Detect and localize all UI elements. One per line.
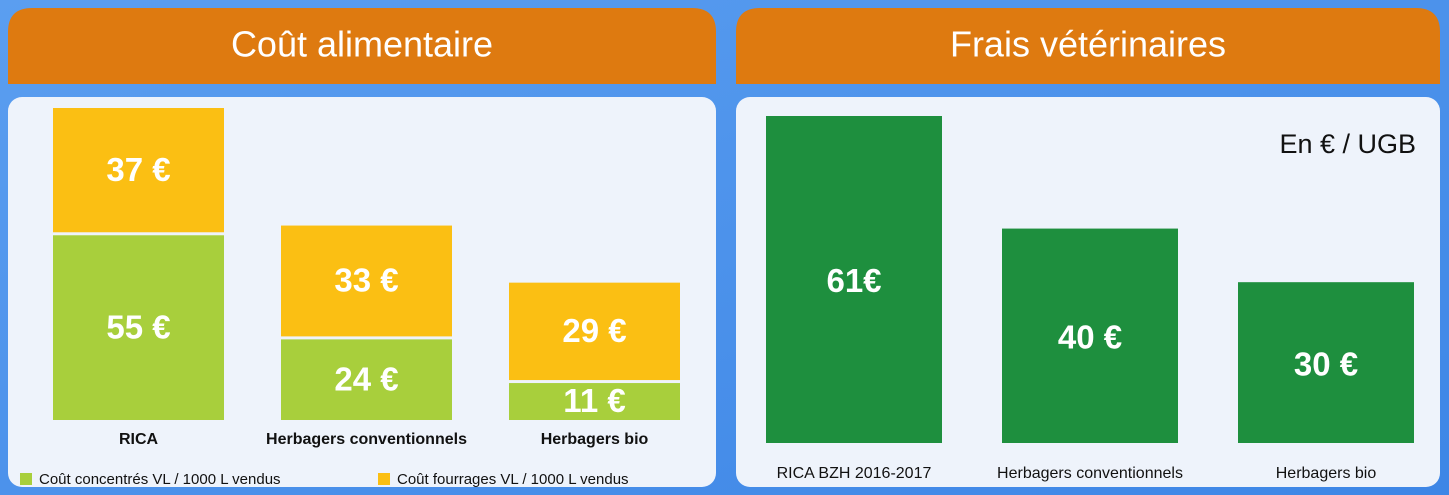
value-label: 55 € [106, 308, 170, 345]
legend-label: Coût fourrages VL / 1000 L vendus [397, 471, 629, 488]
value-label: 33 € [334, 262, 398, 299]
x-tick-label: Herbagers bio [541, 431, 649, 448]
bar-segment [281, 225, 452, 337]
value-label: 40 € [1058, 319, 1122, 356]
chart-title: Coût alimentaire [231, 24, 493, 65]
value-label: 24 € [334, 360, 398, 397]
value-label: 11 € [563, 382, 625, 419]
x-tick-label: Herbagers conventionnels [997, 465, 1183, 482]
panel-header [736, 8, 1440, 84]
panel-header [8, 8, 716, 84]
x-tick-label: RICA BZH 2016-2017 [777, 465, 932, 482]
bar [1238, 282, 1414, 443]
value-label: 30 € [1294, 345, 1358, 382]
x-tick-label: Herbagers bio [1276, 465, 1377, 482]
value-label: 37 € [106, 151, 170, 188]
bar [766, 116, 942, 443]
chart-title: Frais vétérinaires [950, 24, 1226, 65]
x-tick-label: Herbagers conventionnels [266, 431, 467, 448]
x-tick-label: RICA [119, 431, 159, 448]
bar-segment [53, 108, 224, 233]
legend-swatch [378, 473, 390, 485]
bar-segment [509, 282, 680, 381]
bar-segment [509, 383, 680, 420]
value-label: 61€ [826, 262, 881, 299]
bar [1002, 228, 1178, 443]
annotation: En € / UGB [1279, 129, 1416, 159]
value-label: 29 € [562, 312, 626, 349]
legend-swatch [20, 473, 32, 485]
legend-label: Coût concentrés VL / 1000 L vendus [39, 471, 281, 488]
bar-segment [53, 235, 224, 420]
bar-segment [281, 339, 452, 420]
